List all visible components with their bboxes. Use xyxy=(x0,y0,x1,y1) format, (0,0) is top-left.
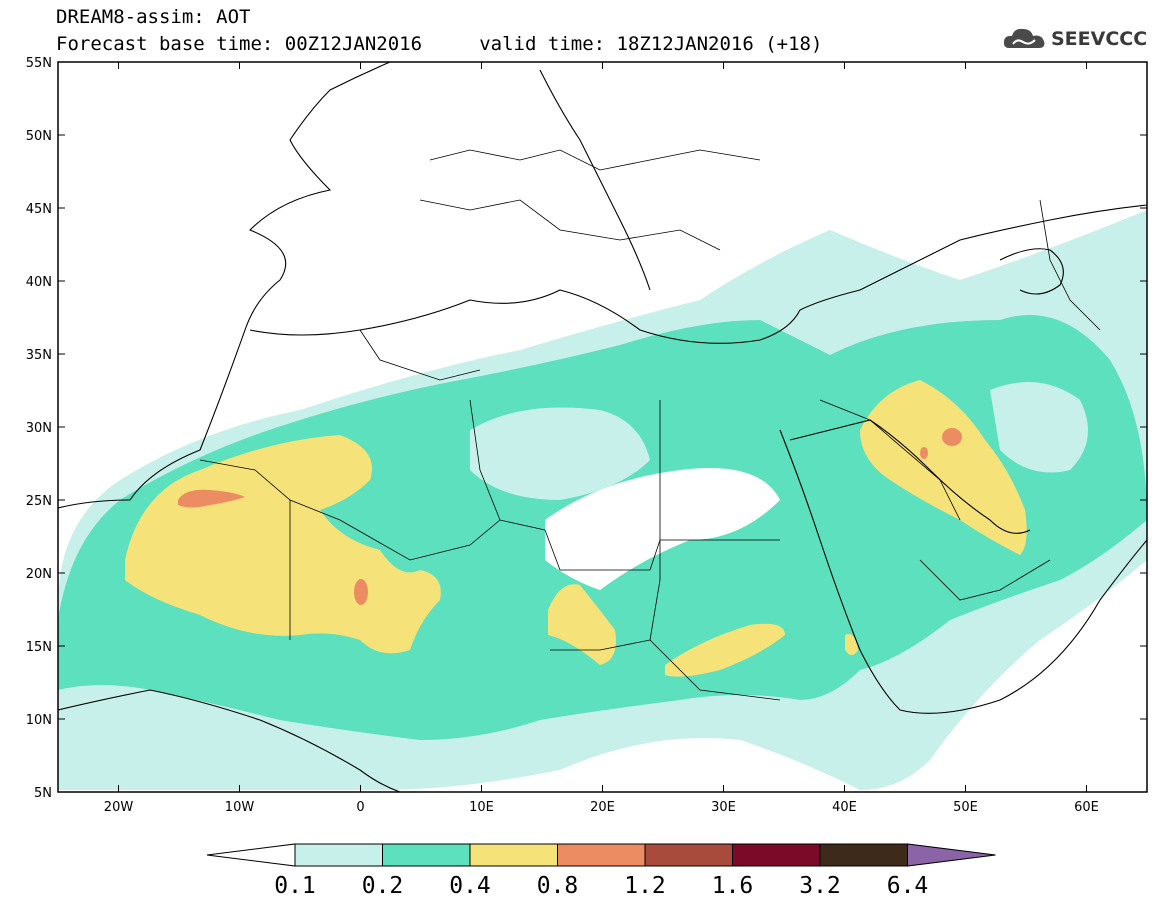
colorbar-swatch xyxy=(294,843,383,867)
lon-tick-label: 50E xyxy=(953,800,978,815)
aot-clear-area xyxy=(470,407,650,500)
aot-contour-0.4 xyxy=(860,380,1027,555)
lon-tick-label: 0 xyxy=(356,800,364,815)
lon-tick-label: 60E xyxy=(1074,800,1099,815)
colorbar-swatch xyxy=(819,843,908,867)
cloud-logo-icon xyxy=(1003,28,1045,48)
lon-tick-label: 40E xyxy=(832,800,857,815)
lon-tick-label: 30E xyxy=(711,800,736,815)
seevccc-logo: SEEVCCC xyxy=(1001,24,1151,56)
colorbar-label: 0.2 xyxy=(362,873,404,899)
aot-clear-area xyxy=(990,382,1088,473)
colorbar-label: 0.1 xyxy=(274,873,316,899)
lat-tick-label: 20N xyxy=(26,567,52,582)
aot-contour-0.4 xyxy=(548,584,616,665)
lat-tick-label: 35N xyxy=(26,348,52,363)
lat-tick-label: 25N xyxy=(26,494,52,509)
aot-field xyxy=(58,62,1147,792)
lat-tick-label: 50N xyxy=(26,129,52,144)
aot-clear-area xyxy=(545,468,780,590)
lon-tick-label: 20E xyxy=(590,800,615,815)
colorbar-label: 1.6 xyxy=(712,873,754,899)
colorbar-label: 3.2 xyxy=(799,873,841,899)
lat-tick-label: 40N xyxy=(26,275,52,290)
logo-text: SEEVCCC xyxy=(1051,28,1148,50)
aot-contour-0.8 xyxy=(942,428,962,446)
lon-tick-label: 20W xyxy=(104,800,134,815)
lat-tick-label: 55N xyxy=(26,56,52,71)
colorbar-swatch xyxy=(557,843,646,867)
colorbar-label: 6.4 xyxy=(887,873,929,899)
coastlines xyxy=(58,62,1147,792)
colorbar-low-arrow xyxy=(206,843,296,867)
colorbar-label: 0.4 xyxy=(449,873,491,899)
title-times: Forecast base time: 00Z12JAN2016 valid t… xyxy=(56,33,823,55)
colorbar-high-arrow xyxy=(907,843,996,867)
lon-tick-label: 10W xyxy=(225,800,255,815)
colorbar-swatch xyxy=(469,843,558,867)
colorbar-swatch xyxy=(644,843,733,867)
aot-contour-0.8 xyxy=(178,489,245,508)
aot-contour-0.4 xyxy=(845,634,858,655)
axis-ticks xyxy=(58,61,1147,793)
colorbar-label: 1.2 xyxy=(624,873,666,899)
colorbar-label: 0.8 xyxy=(537,873,579,899)
title-model: DREAM8-assim: AOT xyxy=(56,6,251,28)
colorbar-swatch xyxy=(382,843,471,867)
country-borders xyxy=(199,149,1101,701)
aot-contour-0.4 xyxy=(665,623,785,677)
lat-tick-label: 45N xyxy=(26,202,52,217)
lon-tick-label: 10E xyxy=(469,800,494,815)
colorbar-swatch xyxy=(732,843,821,867)
lat-tick-label: 5N xyxy=(34,786,52,801)
axis-labels: 20W 10W 0 10E 20E 30E 40E 50E 60E 55N 50N 45N 40N 35N… xyxy=(26,56,1099,815)
aot-contour-0.8 xyxy=(920,447,928,459)
lat-tick-label: 15N xyxy=(26,640,52,655)
lat-tick-label: 10N xyxy=(26,713,52,728)
lat-tick-label: 30N xyxy=(26,421,52,436)
aot-contour-0.8 xyxy=(354,579,368,605)
